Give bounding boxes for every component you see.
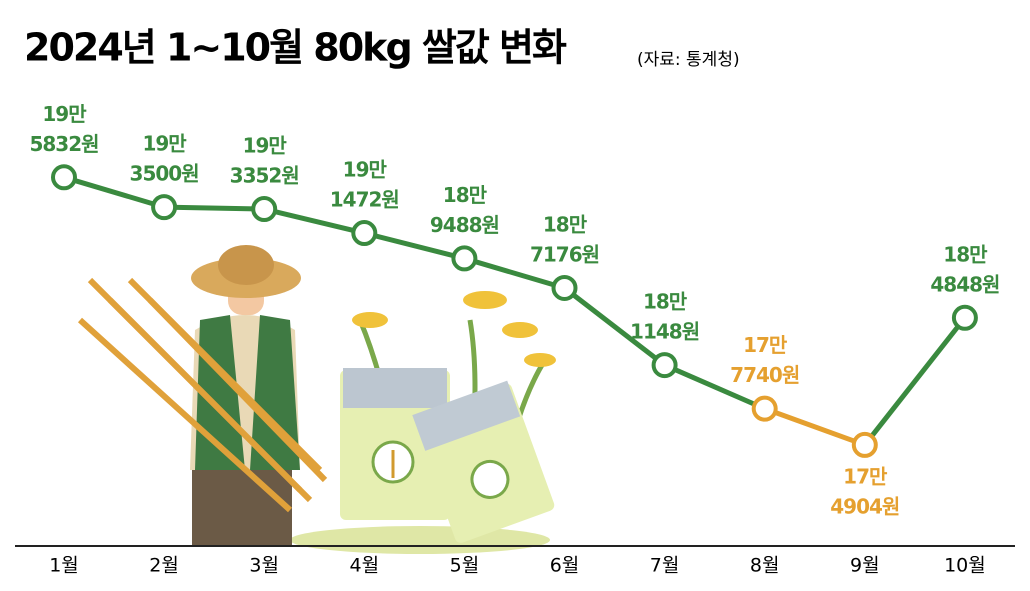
- point: [551, 274, 578, 301]
- value-label: 7176원: [530, 242, 599, 266]
- x-tick-label: 6월: [550, 555, 580, 577]
- line-segment: [363, 230, 466, 261]
- point: [951, 304, 978, 331]
- value-label: 19만: [142, 132, 187, 156]
- value-label: 5832원: [29, 132, 98, 156]
- chart-title: 2024년 1~10월 80kg 쌀값 변화: [24, 26, 567, 70]
- source: (자료: 통계청): [637, 50, 740, 70]
- x-tick-label: 5월: [450, 555, 480, 577]
- value-label: 4848원: [930, 272, 999, 296]
- line-segment: [862, 316, 967, 447]
- x-tick-label: 9월: [850, 555, 880, 577]
- value-label: 19만: [343, 158, 388, 182]
- value-label: 1472원: [330, 188, 399, 212]
- value-label: 17만: [743, 333, 788, 357]
- x-tick-label: 2월: [149, 555, 179, 577]
- value-label: 7740원: [730, 363, 799, 387]
- x-tick-label: 1월: [49, 555, 79, 577]
- point: [151, 194, 178, 221]
- value-label: 19만: [42, 102, 87, 126]
- x-tick-label: 4월: [350, 555, 380, 577]
- value-label: 17만: [843, 464, 888, 488]
- point: [51, 164, 77, 191]
- x-tick-label: 3월: [249, 555, 279, 577]
- value-label: 18만: [443, 183, 488, 207]
- x-tick-label: 10월: [944, 555, 986, 577]
- x-tick-label: 7월: [650, 555, 680, 577]
- line-segment: [663, 362, 766, 411]
- line-segment: [463, 256, 566, 291]
- point: [651, 352, 678, 379]
- line-segment: [263, 206, 365, 236]
- value-label: 3500원: [130, 162, 199, 186]
- point: [351, 220, 378, 247]
- value-label: 4904원: [830, 494, 899, 518]
- value-label: 19만: [243, 134, 288, 158]
- value-label: 18만: [943, 242, 988, 266]
- point: [851, 431, 878, 458]
- value-label: 9488원: [430, 213, 499, 237]
- value-label: 1148원: [630, 320, 699, 344]
- x-tick-label: 8월: [750, 555, 780, 577]
- illustration: [77, 245, 556, 554]
- point: [451, 245, 478, 272]
- line-segment: [562, 286, 667, 368]
- line-segment: [63, 174, 165, 210]
- line-segment: [164, 204, 265, 212]
- point: [751, 395, 778, 422]
- value-label: 18만: [543, 212, 588, 236]
- value-label: 3352원: [230, 164, 299, 188]
- value-label: 18만: [643, 290, 688, 314]
- point: [251, 196, 278, 223]
- line-segment: [763, 406, 866, 448]
